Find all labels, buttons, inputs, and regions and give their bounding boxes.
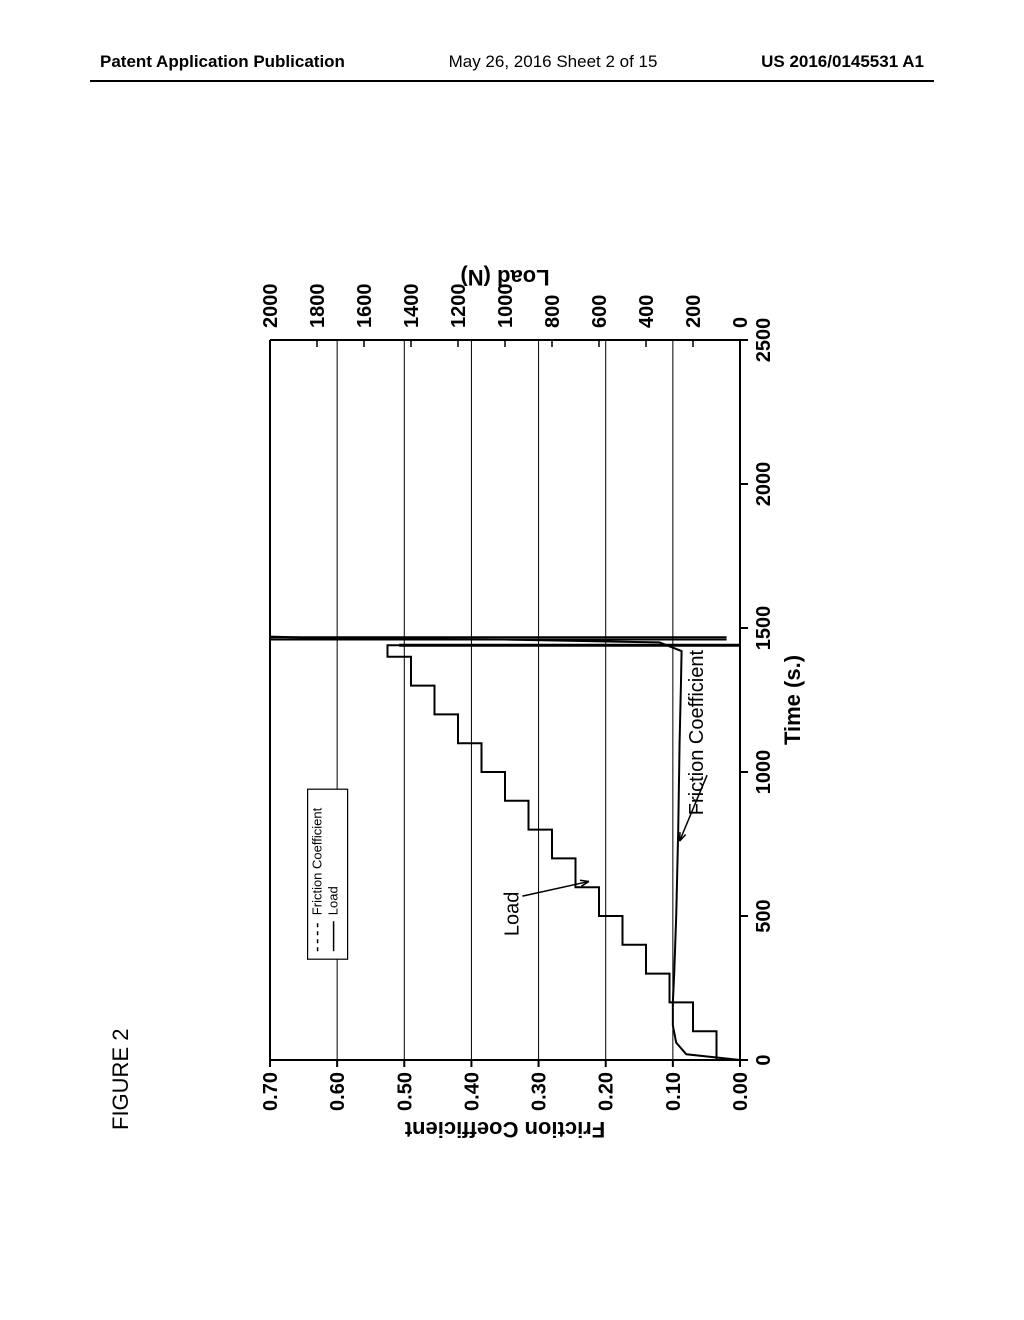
svg-text:Time (s.): Time (s.) [780, 655, 805, 745]
svg-text:600: 600 [589, 295, 611, 328]
svg-text:1400: 1400 [401, 284, 423, 329]
svg-text:1800: 1800 [307, 284, 329, 329]
svg-text:0.00: 0.00 [730, 1072, 752, 1111]
header-left: Patent Application Publication [100, 52, 345, 72]
svg-text:2000: 2000 [753, 462, 775, 507]
svg-text:1000: 1000 [753, 750, 775, 795]
svg-text:1600: 1600 [354, 284, 376, 329]
svg-text:0: 0 [730, 317, 752, 328]
svg-text:0.40: 0.40 [461, 1072, 483, 1111]
svg-text:800: 800 [542, 295, 564, 328]
svg-text:400: 400 [636, 295, 658, 328]
svg-text:500: 500 [753, 899, 775, 932]
chart-container: 050010001500200025000.000.100.200.300.40… [250, 250, 820, 1150]
header-right: US 2016/0145531 A1 [761, 52, 924, 72]
page-header: Patent Application Publication May 26, 2… [0, 52, 1024, 72]
svg-text:200: 200 [683, 295, 705, 328]
svg-text:Load: Load [326, 886, 341, 915]
svg-text:Load (N): Load (N) [460, 265, 549, 290]
header-rule [90, 80, 934, 82]
svg-text:0.50: 0.50 [394, 1072, 416, 1111]
svg-text:Load: Load [501, 892, 523, 937]
svg-text:0.70: 0.70 [260, 1072, 282, 1111]
svg-text:2000: 2000 [260, 284, 282, 329]
svg-text:Friction Coefficient: Friction Coefficient [310, 807, 325, 915]
svg-text:2500: 2500 [753, 318, 775, 363]
svg-text:0.10: 0.10 [663, 1072, 685, 1111]
svg-text:1500: 1500 [753, 606, 775, 651]
svg-text:0.30: 0.30 [529, 1072, 551, 1111]
svg-text:0: 0 [753, 1054, 775, 1065]
svg-text:0.20: 0.20 [596, 1072, 618, 1111]
svg-text:Friction Coefficient: Friction Coefficient [404, 1117, 605, 1142]
svg-text:0.60: 0.60 [327, 1072, 349, 1111]
figure-label: FIGURE 2 [108, 1029, 134, 1130]
header-center: May 26, 2016 Sheet 2 of 15 [449, 52, 658, 72]
svg-text:Friction Coefficient: Friction Coefficient [686, 650, 708, 816]
friction-load-chart: 050010001500200025000.000.100.200.300.40… [250, 250, 820, 1150]
